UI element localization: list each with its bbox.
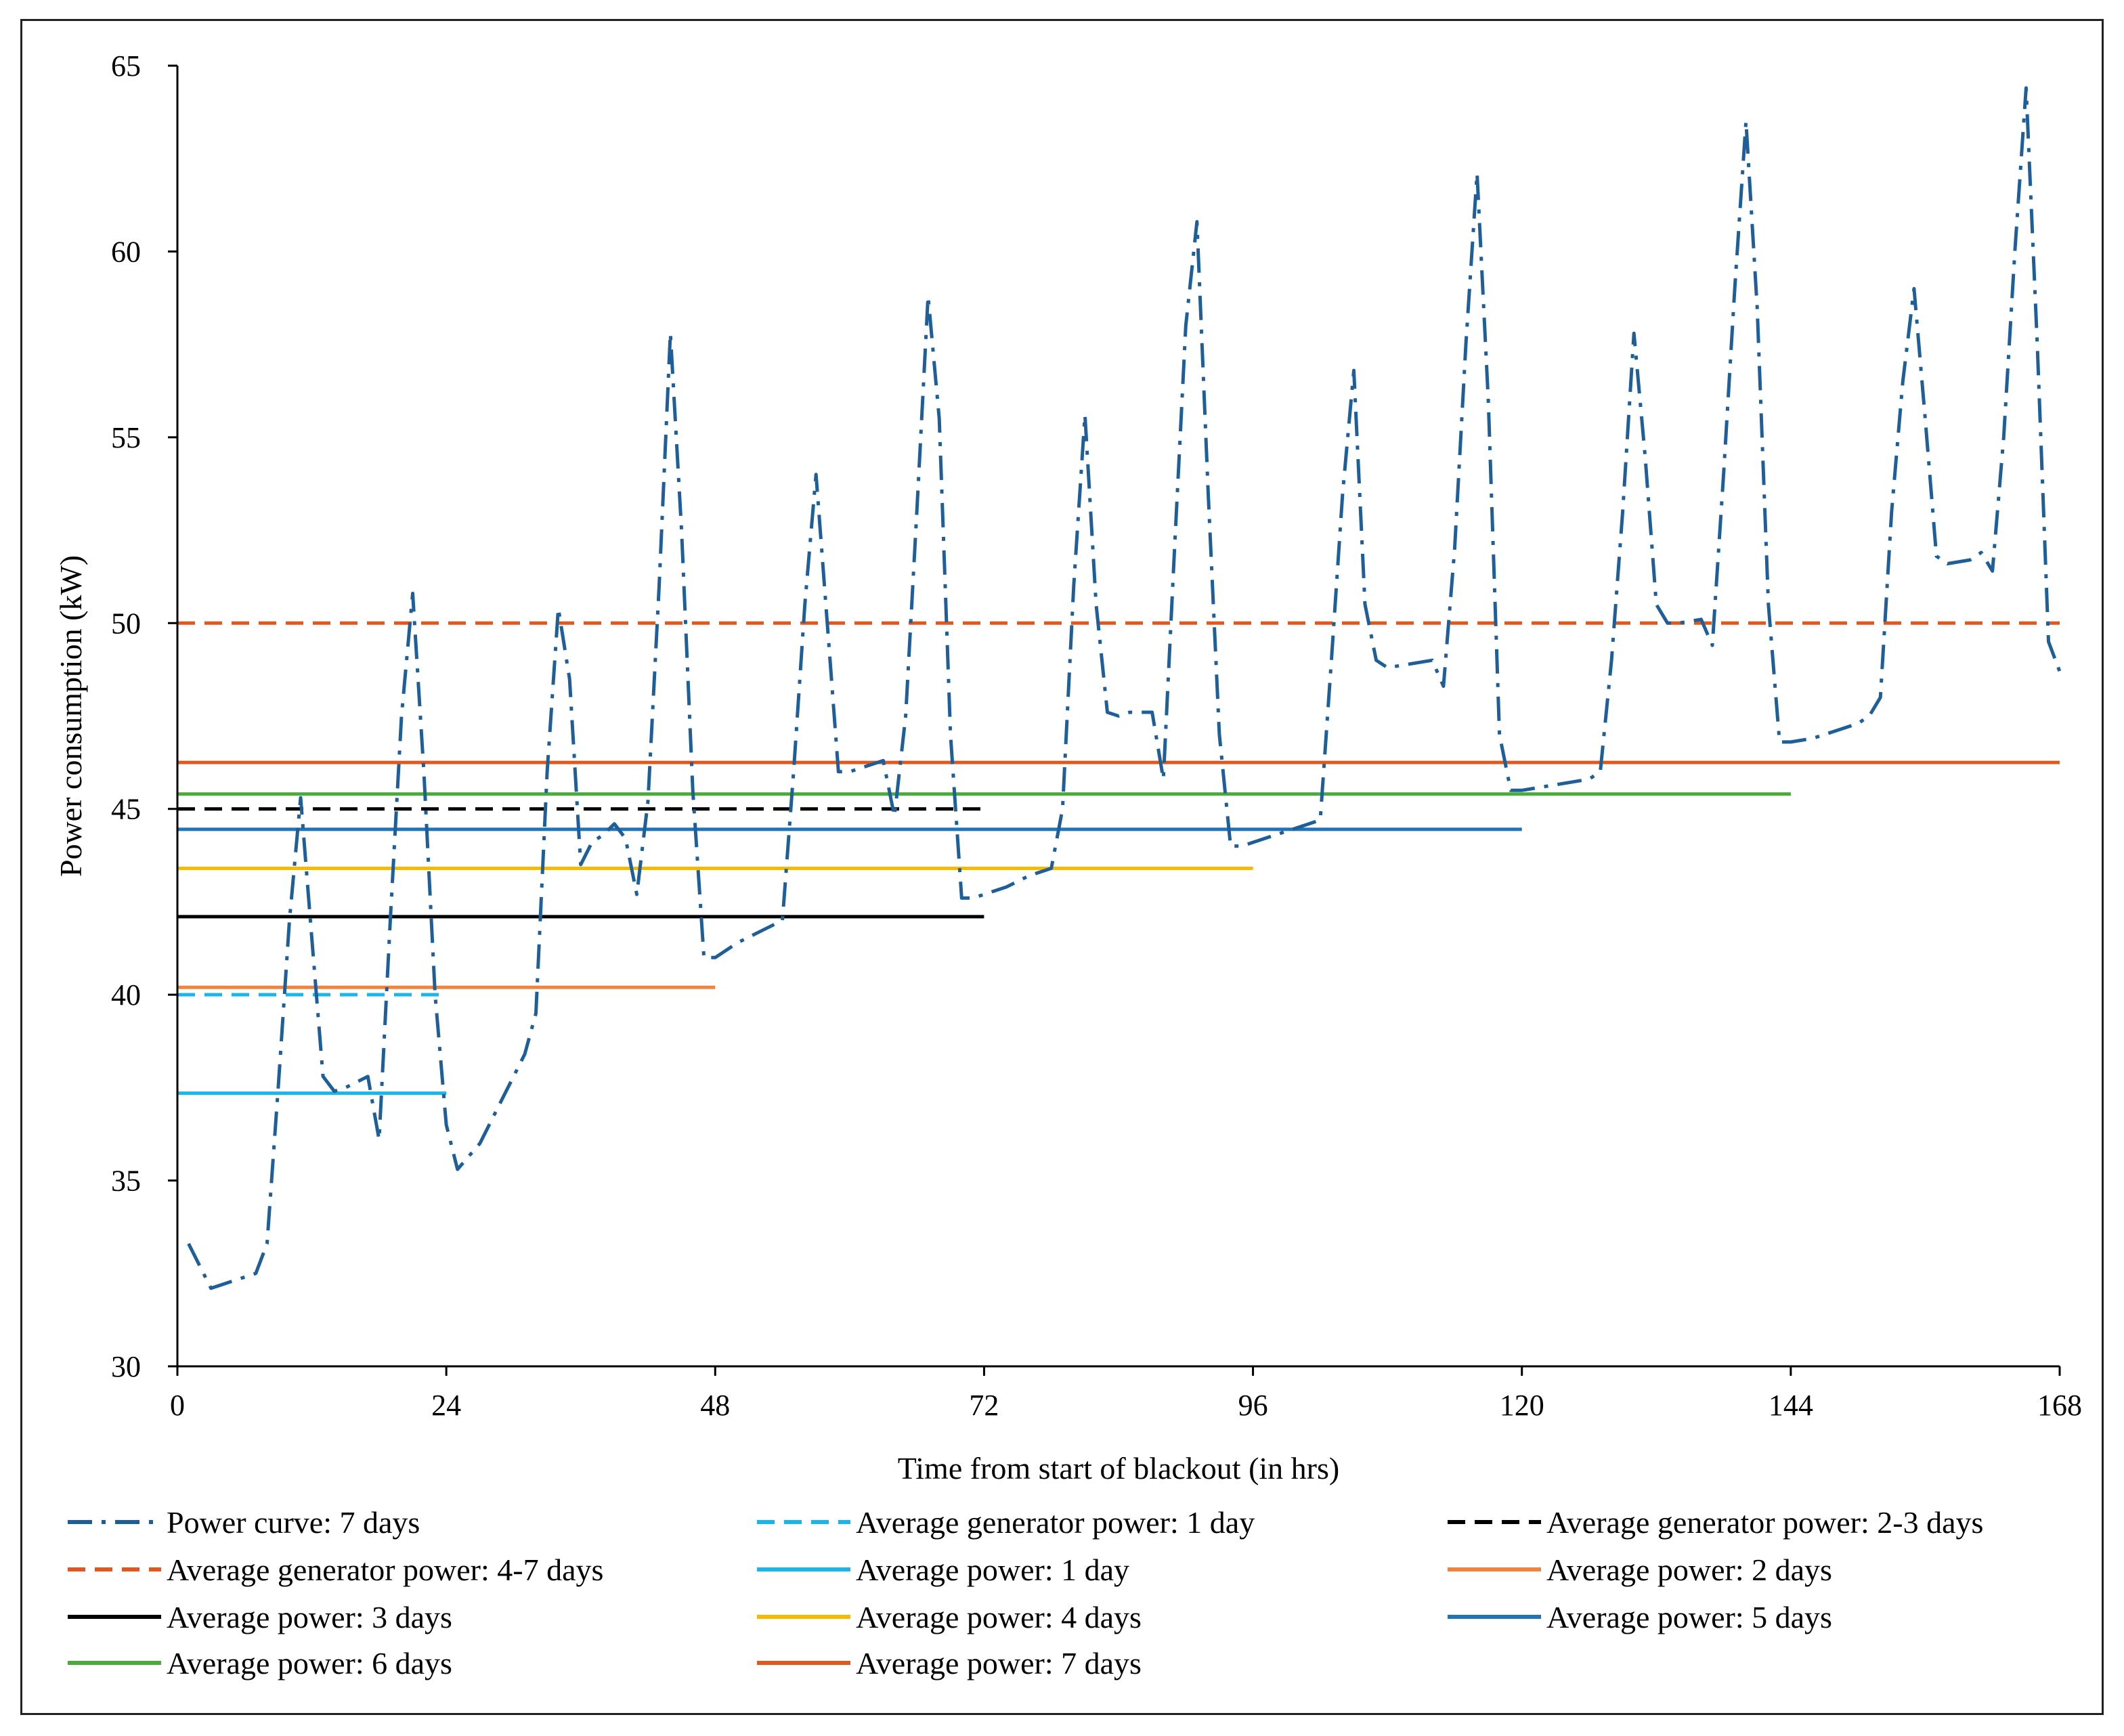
legend-item-avg-3d: Average power: 3 days xyxy=(68,1600,452,1634)
y-tick-label: 35 xyxy=(111,1165,141,1198)
legend-label: Power curve: 7 days xyxy=(167,1505,420,1540)
legend-label: Average generator power: 4-7 days xyxy=(167,1553,603,1587)
y-axis-title: Power consumption (kW) xyxy=(53,555,88,877)
legend-label: Average power: 4 days xyxy=(856,1600,1142,1634)
legend-label: Average generator power: 2-3 days xyxy=(1546,1505,1983,1540)
chart-frame xyxy=(20,19,2104,1715)
legend-item-avg-gen-1d: Average generator power: 1 day xyxy=(757,1505,1255,1540)
legend-item-power-curve: Power curve: 7 days xyxy=(68,1505,420,1540)
y-tick-label: 30 xyxy=(111,1350,141,1383)
x-ticks: 0 24 48 72 96 120 144 168 xyxy=(170,1366,2082,1422)
legend-label: Average power: 7 days xyxy=(856,1646,1142,1680)
legend-item-avg-5d: Average power: 5 days xyxy=(1448,1600,1832,1634)
y-tick-label: 45 xyxy=(111,793,141,826)
legend-item-avg-4d: Average power: 4 days xyxy=(757,1600,1142,1634)
legend-label: Average power: 2 days xyxy=(1546,1553,1832,1587)
x-tick-label: 24 xyxy=(431,1389,461,1422)
y-tick-label: 40 xyxy=(111,978,141,1012)
legend-item-avg-gen-2-3d: Average generator power: 2-3 days xyxy=(1448,1505,1983,1540)
x-axis-title: Time from start of blackout (in hrs) xyxy=(898,1451,1339,1485)
x-tick-label: 96 xyxy=(1238,1389,1268,1422)
x-tick-label: 168 xyxy=(2037,1389,2082,1422)
series-power-curve xyxy=(187,86,2062,1290)
legend-item-avg-1d: Average power: 1 day xyxy=(757,1553,1129,1587)
x-tick-label: 72 xyxy=(969,1389,999,1422)
y-tick-label: 50 xyxy=(111,607,141,640)
y-tick-label: 55 xyxy=(111,421,141,454)
x-tick-label: 48 xyxy=(700,1389,730,1422)
legend-label: Average power: 3 days xyxy=(167,1600,452,1634)
legend-item-avg-7d: Average power: 7 days xyxy=(757,1646,1142,1680)
y-tick-label: 60 xyxy=(111,235,141,268)
y-ticks: 30 35 40 45 50 55 60 65 xyxy=(111,49,177,1383)
legend-label: Average generator power: 1 day xyxy=(856,1505,1255,1540)
legend-label: Average power: 5 days xyxy=(1546,1600,1832,1634)
series-layer xyxy=(177,86,2062,1290)
y-tick-label: 65 xyxy=(111,49,141,83)
x-tick-label: 120 xyxy=(1500,1389,1544,1422)
legend-item-avg-6d: Average power: 6 days xyxy=(68,1646,452,1680)
legend-item-avg-2d: Average power: 2 days xyxy=(1448,1553,1832,1587)
x-tick-label: 144 xyxy=(1769,1389,1813,1422)
legend: Power curve: 7 days Average generator pow… xyxy=(68,1505,1983,1680)
x-tick-label: 0 xyxy=(170,1389,185,1422)
legend-label: Average power: 6 days xyxy=(167,1646,452,1680)
legend-label: Average power: 1 day xyxy=(856,1553,1129,1587)
axes-layer xyxy=(176,66,2060,1368)
legend-item-avg-gen-4-7d: Average generator power: 4-7 days xyxy=(68,1553,603,1587)
